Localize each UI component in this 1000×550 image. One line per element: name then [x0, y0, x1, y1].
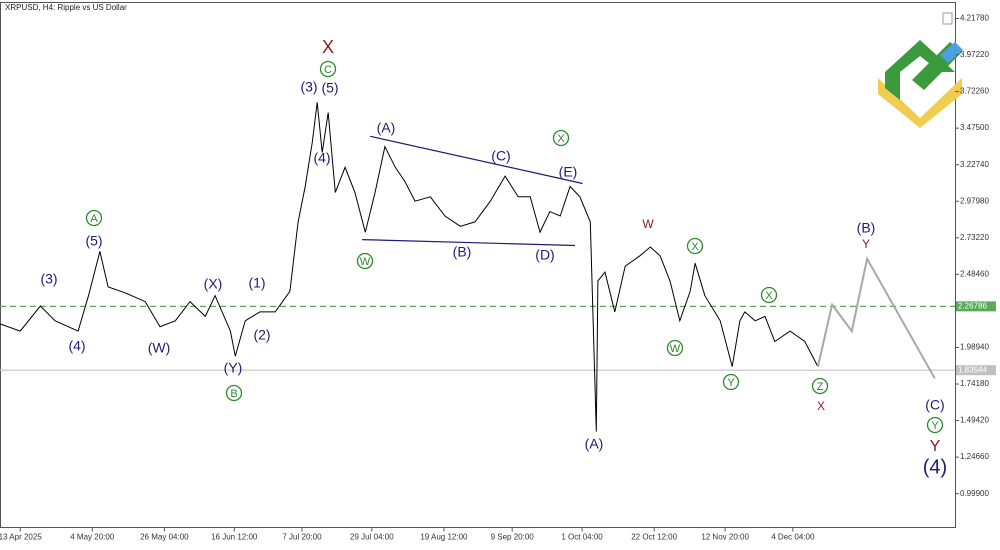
- wave-label: Z: [817, 381, 824, 393]
- trend-line: [361, 239, 576, 247]
- y-tick-label: 3.97220: [960, 50, 989, 59]
- x-tick-label: 4 May 20:00: [70, 533, 115, 542]
- logo-yellow: [878, 78, 962, 128]
- y-tick-label: 2.48460: [960, 269, 989, 278]
- wave-circle: [722, 373, 740, 391]
- x-tick-label: 4 Dec 04:00: [771, 533, 815, 542]
- trend-line: [370, 135, 583, 185]
- wave-label: A: [90, 213, 98, 225]
- wave-label: (4): [923, 456, 947, 478]
- y-tick-label: 1.74180: [960, 379, 989, 388]
- wave-label: Y: [930, 438, 941, 455]
- x-tick-label: 7 Jul 20:00: [282, 533, 322, 542]
- x-tick-label: 26 May 04:00: [140, 533, 189, 542]
- x-tick-label: 1 Oct 04:00: [561, 533, 603, 542]
- wave-circle: [552, 129, 570, 147]
- wave-label: (X): [204, 276, 223, 292]
- icon: [942, 12, 953, 25]
- x-tick-label: 13 Apr 2025: [0, 533, 42, 542]
- wave-label: B: [230, 388, 237, 400]
- wave-label: (4): [313, 150, 330, 166]
- x-tick-label: 12 Nov 20:00: [701, 533, 749, 542]
- wave-circle: [926, 416, 944, 434]
- y-tick-label: 0.99900: [960, 489, 989, 498]
- wave-label: X: [817, 399, 825, 413]
- wave-label: (4): [68, 338, 85, 354]
- y-tick-label: 4.21780: [960, 14, 989, 23]
- level-tag: [956, 301, 996, 312]
- logo: [878, 40, 963, 128]
- x-tick-label: 19 Aug 12:00: [420, 533, 468, 542]
- wave-label: (E): [559, 164, 578, 180]
- y-tick-label: 1.24660: [960, 452, 989, 461]
- wave-label: W: [670, 343, 681, 355]
- y-tick-label: 3.22740: [960, 160, 989, 169]
- y-tick-label: 2.73220: [960, 233, 989, 242]
- x-tick-label: 22 Oct 12:00: [631, 533, 677, 542]
- wave-label: (C): [491, 148, 510, 164]
- level-tag: [956, 365, 996, 376]
- wave-label: (A): [377, 120, 396, 136]
- level-label: 1.83544: [958, 365, 987, 374]
- wave-label: W: [360, 256, 371, 268]
- wave-label: Y: [727, 377, 735, 389]
- forecast-line: [816, 256, 936, 379]
- wave-circle: [319, 60, 337, 78]
- x-tick-label: 16 Jun 12:00: [211, 533, 258, 542]
- wave-label: C: [324, 64, 332, 76]
- wave-circle: [225, 384, 243, 402]
- y-tick-label: 3.72260: [960, 87, 989, 96]
- wave-label: (B): [453, 244, 472, 260]
- y-tick-label: 1.98940: [960, 343, 989, 352]
- wave-label: (1): [248, 275, 265, 291]
- x-tick-label: 9 Sep 20:00: [491, 533, 535, 542]
- wave-label: (5): [85, 233, 102, 249]
- wave-label: Y: [931, 420, 939, 432]
- wave-circle: [811, 377, 829, 395]
- wave-label: (2): [253, 327, 270, 343]
- wave-label: (W): [148, 340, 171, 356]
- wave-label: (3): [300, 79, 317, 95]
- price-line: [0, 102, 819, 432]
- wave-label: Y: [862, 237, 870, 251]
- level-label: 2.26786: [958, 301, 987, 310]
- wave-circle: [686, 237, 704, 255]
- plot-frame: [0, 2, 956, 528]
- wave-label: (Y): [224, 360, 243, 376]
- logo-blue: [940, 42, 963, 63]
- wave-label: X: [322, 37, 334, 57]
- wave-label: (C): [925, 397, 944, 413]
- wave-label: (D): [535, 247, 554, 263]
- wave-label: X: [765, 290, 773, 302]
- y-tick-label: 1.49420: [960, 416, 989, 425]
- wave-circle: [666, 339, 684, 357]
- wave-label: (A): [585, 436, 604, 452]
- wave-label: (B): [857, 220, 876, 236]
- wave-label: (5): [321, 80, 338, 96]
- wave-label: X: [691, 241, 699, 253]
- wave-label: (3): [40, 271, 57, 287]
- x-tick-label: 29 Jul 04:00: [350, 533, 394, 542]
- wave-label: X: [557, 133, 565, 145]
- chart-title: XRPUSD, H4: Ripple vs US Dollar: [5, 3, 127, 12]
- y-tick-label: 2.97980: [960, 196, 989, 205]
- wave-label: W: [642, 217, 654, 231]
- wave-circle: [760, 286, 778, 304]
- wave-circle: [356, 252, 374, 270]
- wave-circle: [85, 209, 103, 227]
- y-tick-label: 3.47500: [960, 123, 989, 132]
